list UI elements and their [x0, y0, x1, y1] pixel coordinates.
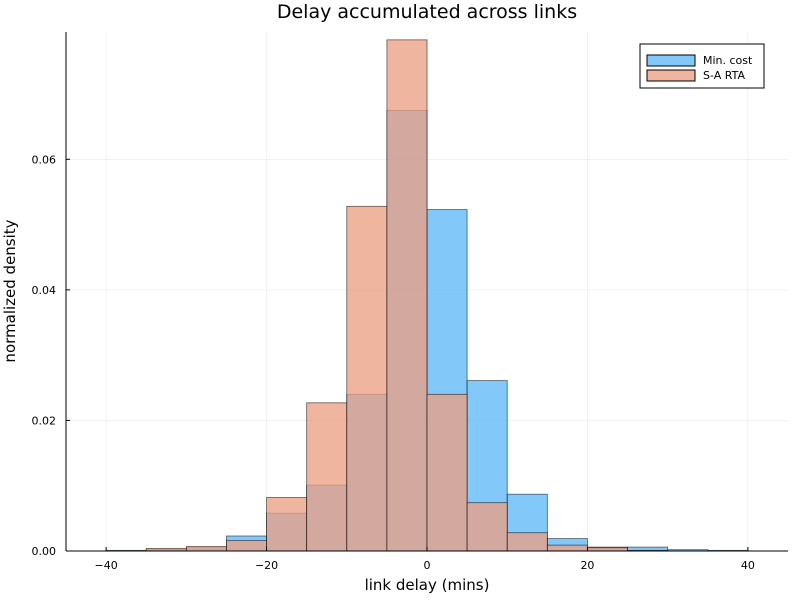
y-axis-label: normalized density	[1, 219, 19, 362]
bar-sa-rta	[386, 39, 428, 552]
bars-layer	[105, 39, 749, 552]
chart-title: Delay accumulated across links	[277, 1, 577, 23]
x-axis-label: link delay (mins)	[365, 576, 490, 594]
legend-swatch-sa-rta	[646, 69, 696, 82]
legend-swatch-min-cost	[646, 54, 696, 67]
legend: Min. cost S-A RTA	[639, 43, 765, 89]
x-tick-label: −20	[255, 559, 278, 572]
x-tick-label: −40	[95, 559, 118, 572]
bar-sa-rta	[185, 546, 227, 552]
bar-sa-rta	[506, 532, 548, 552]
bar-sa-rta	[346, 205, 388, 552]
y-tick-label: 0.04	[32, 284, 57, 297]
x-tick-label: 20	[580, 559, 594, 572]
x-tick-label: 40	[741, 559, 755, 572]
y-tick-label: 0.00	[32, 545, 57, 558]
bar-sa-rta	[266, 497, 308, 552]
bar-sa-rta	[426, 393, 468, 552]
bar-sa-rta	[306, 402, 348, 552]
ticks-layer: −40 −20 0 20 40 0.00 0.02 0.04 0.06	[32, 153, 755, 572]
y-tick-label: 0.06	[32, 153, 57, 166]
legend-label-sa-rta: S-A RTA	[703, 69, 745, 82]
bar-sa-rta	[546, 544, 588, 552]
x-tick-label: 0	[424, 559, 431, 572]
bar-sa-rta	[226, 540, 267, 552]
legend-label-min-cost: Min. cost	[703, 54, 753, 67]
bar-sa-rta	[466, 502, 508, 552]
y-tick-label: 0.02	[32, 414, 57, 427]
